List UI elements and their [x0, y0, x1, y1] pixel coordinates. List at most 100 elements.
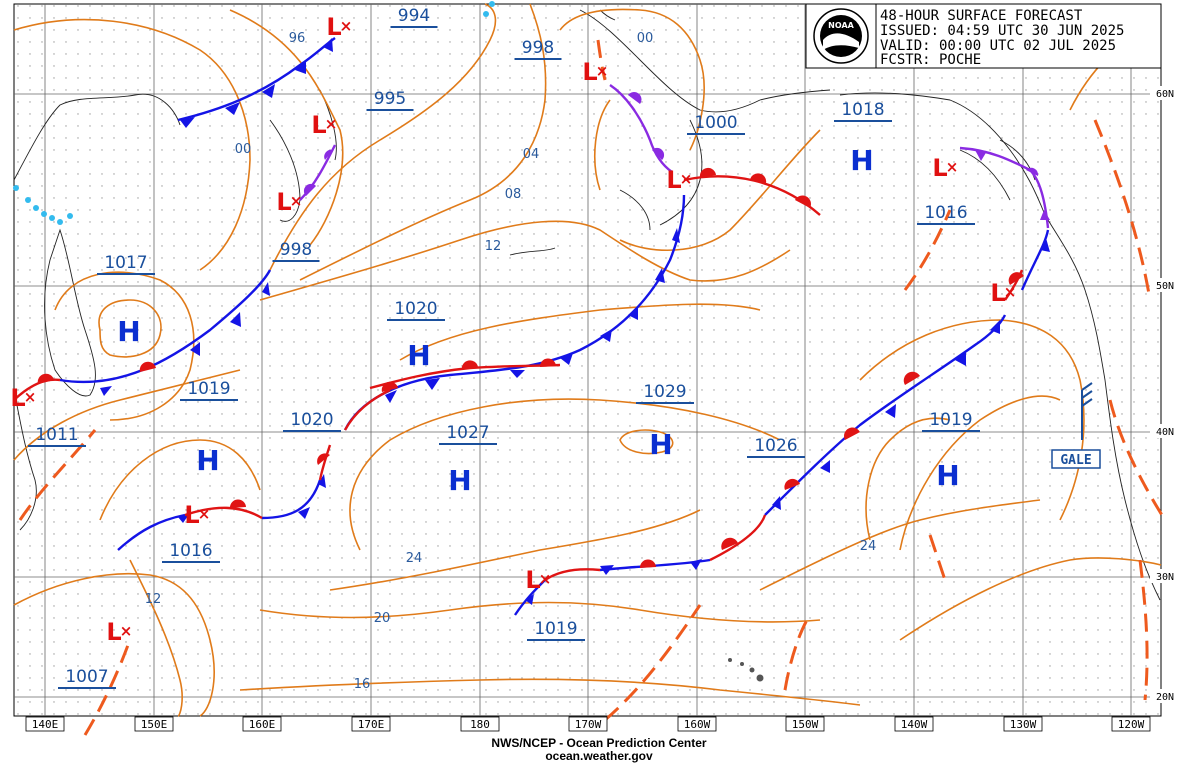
- high-symbol: H: [649, 428, 672, 461]
- pressure-labels: 994 998 995 1000 1018 1016 998 1017 1020 1019 1029…: [28, 6, 980, 689]
- low-letter: L: [582, 58, 597, 86]
- latitude-label-bg: [1150, 569, 1180, 583]
- isobar-value: 96: [289, 31, 306, 46]
- pressure-label: 1017: [104, 253, 147, 273]
- ice-edge-dots: [13, 1, 495, 225]
- isobar-value: 16: [354, 677, 371, 692]
- troughs: [18, 39, 1167, 736]
- low-letter: L: [184, 501, 199, 529]
- isobar-value: 00: [235, 142, 252, 157]
- pressure-label: 1029: [643, 382, 686, 402]
- high-symbol: H: [196, 444, 219, 477]
- low-center-mark: ×: [946, 158, 959, 176]
- low-center-mark: ×: [120, 622, 133, 640]
- latitude-label: 40N: [1156, 427, 1174, 438]
- low-symbol: L×: [326, 13, 352, 41]
- isobar-value: 24: [860, 539, 877, 554]
- valid-time: VALID: 00:00 UTC 02 JUL 2025: [880, 38, 1116, 54]
- pressure-label: 1018: [841, 100, 884, 120]
- high-symbol: H: [117, 315, 140, 348]
- longitude-label: 160E: [249, 718, 276, 731]
- warm-front-bumps: [37, 167, 1024, 568]
- latitude-label-bg: [1150, 278, 1180, 292]
- isobar-value-labels: 96 00 00 04 08 12 12 24 24 20 16: [145, 31, 877, 692]
- pressure-label: 1019: [929, 410, 972, 430]
- low-symbol: L×: [184, 501, 210, 529]
- latitude-label: 60N: [1156, 89, 1174, 100]
- low-letter: L: [311, 111, 326, 139]
- pressure-label: 1019: [187, 379, 230, 399]
- low-center-mark: ×: [596, 62, 609, 80]
- footer-website: ocean.weather.gov: [545, 749, 653, 763]
- longitude-label: 150E: [141, 718, 168, 731]
- longitude-label-box: [460, 716, 500, 732]
- pressure-label: 1000: [694, 113, 737, 133]
- forecaster: FCSTR: POCHE: [880, 52, 981, 68]
- latitude-label: 30N: [1156, 572, 1174, 583]
- low-center-mark: ×: [198, 505, 211, 523]
- longitude-label: 170W: [575, 718, 602, 731]
- pressure-label: 1026: [754, 436, 797, 456]
- isobar-value: 04: [523, 147, 540, 162]
- longitude-label: 150W: [792, 718, 819, 731]
- latitude-labels: 60N 50N 40N 30N 20N: [1150, 86, 1180, 703]
- low-symbol: L×: [10, 384, 36, 412]
- longitude-label: 140E: [32, 718, 59, 731]
- low-letter: L: [10, 384, 25, 412]
- pressure-label: 1027: [446, 423, 489, 443]
- low-center-mark: ×: [24, 388, 37, 406]
- low-center-mark: ×: [1004, 283, 1017, 301]
- low-symbol: L×: [990, 279, 1016, 307]
- longitude-label-box: [1003, 716, 1043, 732]
- high-pressure-centers: H H H H H H H: [117, 144, 959, 497]
- pressure-label: 998: [522, 38, 554, 58]
- pressure-label: 1007: [65, 667, 108, 687]
- pressure-label: 1019: [534, 619, 577, 639]
- forecast-header: NOAA 48-HOUR SURFACE FORECAST ISSUED: 04…: [805, 3, 1162, 69]
- low-center-mark: ×: [680, 170, 693, 188]
- occluded-front-symbols: [303, 92, 1050, 220]
- low-pressure-centers: L×L×L×L×L× L×L×L×L×L×L×: [10, 13, 1016, 646]
- latitude-label-bg: [1150, 86, 1180, 100]
- low-symbol: L×: [582, 58, 608, 86]
- isobar-value: 12: [145, 592, 162, 607]
- wind-barb: [1081, 382, 1093, 440]
- longitude-labels: 140E 150E 160E 170E 180 170W 160W 150W 140W 130W 1…: [25, 716, 1151, 732]
- low-letter: L: [666, 166, 681, 194]
- pressure-label: 1016: [924, 203, 967, 223]
- high-symbol: H: [448, 464, 471, 497]
- pressure-label: 1016: [169, 541, 212, 561]
- isobars: [13, 3, 1162, 717]
- longitude-label: 180: [470, 718, 490, 731]
- isobar-value: 24: [406, 551, 423, 566]
- longitude-label-box: [351, 716, 391, 732]
- longitude-label-box: [134, 716, 174, 732]
- low-symbol: L×: [276, 188, 302, 216]
- gale-warning: GALE: [1051, 449, 1101, 469]
- low-letter: L: [932, 154, 947, 182]
- low-symbol: L×: [525, 566, 551, 594]
- longitude-label-box: [568, 716, 608, 732]
- longitude-label-box: [1111, 716, 1151, 732]
- pressure-label: 994: [398, 6, 430, 26]
- noaa-logo: NOAA: [813, 8, 869, 64]
- low-symbol: L×: [666, 166, 692, 194]
- high-symbol: H: [407, 339, 430, 372]
- isobar-value: 20: [374, 611, 391, 626]
- low-letter: L: [276, 188, 291, 216]
- low-center-mark: ×: [290, 192, 303, 210]
- low-symbol: L×: [311, 111, 337, 139]
- longitude-label: 130W: [1010, 718, 1037, 731]
- pressure-label: 998: [280, 240, 312, 260]
- pressure-label: 1020: [290, 410, 333, 430]
- low-symbol: L×: [932, 154, 958, 182]
- longitude-label-box: [677, 716, 717, 732]
- cold-front-barbs: [100, 38, 1050, 605]
- longitude-label-box: [785, 716, 825, 732]
- low-letter: L: [990, 279, 1005, 307]
- longitude-label-box: [25, 716, 65, 732]
- low-center-mark: ×: [340, 17, 353, 35]
- low-letter: L: [106, 618, 121, 646]
- coastlines: [13, 9, 1161, 601]
